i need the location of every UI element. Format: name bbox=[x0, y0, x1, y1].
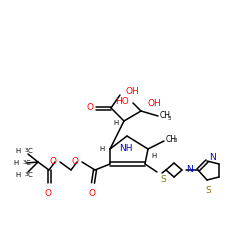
Text: H: H bbox=[16, 172, 21, 178]
Text: H: H bbox=[114, 120, 119, 126]
Text: CH: CH bbox=[166, 134, 177, 143]
Text: 3: 3 bbox=[23, 160, 26, 166]
Text: O: O bbox=[86, 104, 94, 112]
Text: H: H bbox=[14, 160, 19, 166]
Text: N: N bbox=[186, 166, 193, 174]
Text: H: H bbox=[100, 146, 105, 152]
Text: S: S bbox=[205, 186, 211, 195]
Text: HO: HO bbox=[115, 96, 129, 106]
Text: 3: 3 bbox=[174, 138, 178, 143]
Text: 3: 3 bbox=[168, 116, 172, 120]
Text: C: C bbox=[28, 148, 33, 154]
Text: O: O bbox=[44, 189, 52, 198]
Text: OH: OH bbox=[148, 98, 162, 108]
Text: O: O bbox=[71, 156, 78, 166]
Text: CH: CH bbox=[160, 112, 171, 120]
Text: 3: 3 bbox=[25, 172, 28, 178]
Text: H: H bbox=[16, 148, 21, 154]
Text: C: C bbox=[26, 160, 31, 166]
Text: H: H bbox=[151, 153, 156, 159]
Text: 3: 3 bbox=[25, 148, 28, 154]
Text: S: S bbox=[160, 175, 166, 184]
Text: N: N bbox=[209, 152, 216, 162]
Text: O: O bbox=[88, 189, 96, 198]
Text: C: C bbox=[28, 172, 33, 178]
Text: OH: OH bbox=[125, 88, 139, 96]
Text: O: O bbox=[49, 156, 56, 166]
Text: NH: NH bbox=[119, 144, 133, 153]
